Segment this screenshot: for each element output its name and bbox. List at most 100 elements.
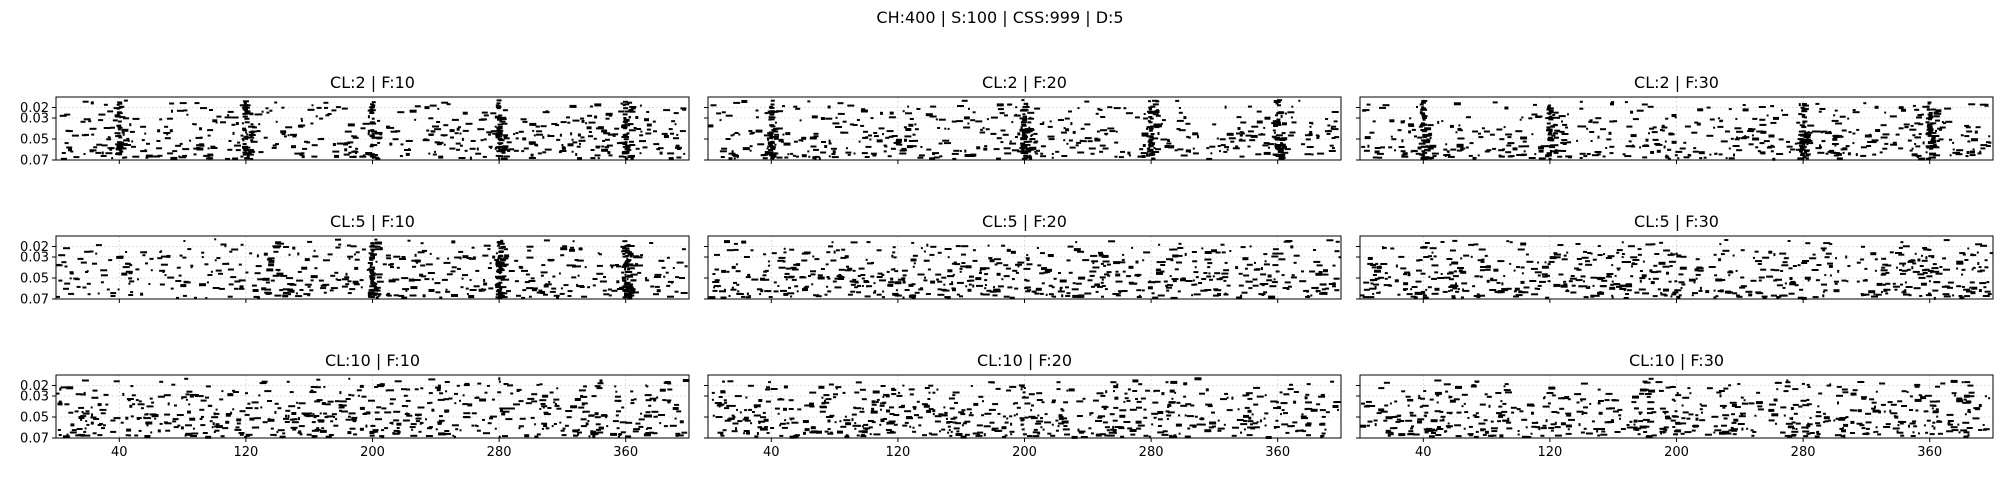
raster-mark (258, 151, 264, 154)
raster-mark (397, 111, 405, 114)
raster-mark (635, 147, 640, 150)
raster-mark (1931, 136, 1936, 139)
raster-mark (381, 429, 385, 432)
raster-mark (1220, 243, 1225, 246)
raster-mark (287, 134, 290, 137)
raster-mark (623, 127, 628, 130)
raster-mark (788, 286, 791, 289)
raster-mark (1273, 131, 1276, 134)
raster-mark (459, 429, 462, 432)
raster-mark (1762, 296, 1767, 299)
raster-mark (1547, 280, 1551, 283)
raster-mark (343, 143, 348, 146)
raster-mark (559, 292, 565, 295)
raster-mark (581, 295, 588, 298)
raster-mark (912, 406, 917, 409)
raster-mark (371, 132, 375, 135)
raster-mark (498, 295, 503, 298)
raster-mark (1161, 261, 1166, 263)
raster-mark (623, 138, 629, 141)
raster-mark (544, 148, 552, 151)
raster-mark (144, 413, 149, 416)
raster-mark (1026, 254, 1029, 257)
raster-mark (1800, 142, 1806, 145)
raster-mark (1501, 288, 1509, 292)
raster-mark (262, 421, 268, 424)
raster-mark (1967, 140, 1971, 143)
raster-mark (307, 294, 311, 297)
raster-mark (378, 294, 381, 297)
raster-mark (1433, 255, 1437, 258)
raster-mark (1606, 273, 1614, 275)
raster-mark (443, 261, 451, 264)
raster-mark (908, 283, 914, 287)
raster-mark (1664, 140, 1667, 143)
raster-mark (769, 131, 772, 134)
raster-mark (1812, 253, 1816, 256)
raster-mark (1864, 279, 1868, 281)
raster-mark (1460, 270, 1467, 274)
raster-mark (516, 390, 520, 392)
raster-mark (117, 101, 123, 104)
raster-mark (720, 296, 727, 299)
raster-mark (1098, 253, 1104, 257)
raster-mark (1832, 137, 1838, 141)
raster-mark (468, 257, 476, 260)
raster-mark (1674, 280, 1678, 283)
raster-mark (551, 123, 558, 125)
raster-mark (1072, 130, 1076, 134)
raster-mark (1447, 272, 1449, 275)
raster-mark (314, 428, 321, 431)
raster-mark (1448, 278, 1454, 281)
raster-mark (744, 409, 748, 412)
raster-mark (1525, 253, 1529, 256)
raster-mark (1226, 284, 1231, 287)
raster-mark (473, 285, 480, 288)
raster-mark (495, 293, 500, 296)
raster-mark (399, 155, 403, 157)
raster-mark (1262, 293, 1265, 296)
raster-mark (418, 430, 422, 433)
raster-mark (1779, 252, 1787, 255)
raster-mark (1804, 276, 1811, 280)
raster-mark (1752, 117, 1758, 120)
raster-mark (1783, 257, 1789, 260)
raster-mark (1547, 136, 1553, 139)
raster-mark (164, 274, 167, 277)
raster-mark (1095, 290, 1099, 293)
raster-mark (1740, 249, 1745, 252)
raster-mark (85, 420, 88, 423)
raster-mark (1800, 152, 1805, 155)
raster-mark (810, 273, 816, 276)
raster-mark (1505, 151, 1512, 154)
raster-mark (1606, 138, 1612, 141)
raster-mark (590, 149, 595, 151)
raster-mark (733, 248, 739, 251)
raster-mark (814, 157, 817, 160)
raster-mark (1554, 149, 1562, 152)
raster-mark (1557, 155, 1563, 158)
raster-mark (233, 391, 239, 393)
raster-mark (1019, 147, 1026, 150)
raster-mark (650, 285, 655, 288)
raster-mark (989, 290, 997, 293)
raster-mark (835, 116, 838, 119)
raster-mark (1155, 148, 1161, 151)
raster-mark (1895, 252, 1902, 254)
raster-mark (1272, 248, 1279, 251)
raster-mark (1528, 117, 1533, 120)
raster-mark (204, 263, 209, 266)
raster-mark (614, 399, 622, 402)
raster-mark (97, 434, 103, 437)
raster-mark (935, 118, 938, 121)
raster-mark (1932, 289, 1939, 292)
raster-mark (624, 124, 628, 127)
raster-mark (462, 129, 469, 132)
raster-mark (1275, 123, 1280, 126)
raster-mark (1326, 239, 1334, 242)
raster-mark (1151, 412, 1159, 415)
raster-mark (436, 141, 444, 144)
raster-mark (755, 109, 759, 112)
raster-mark (1874, 269, 1877, 272)
raster-mark (912, 133, 916, 136)
